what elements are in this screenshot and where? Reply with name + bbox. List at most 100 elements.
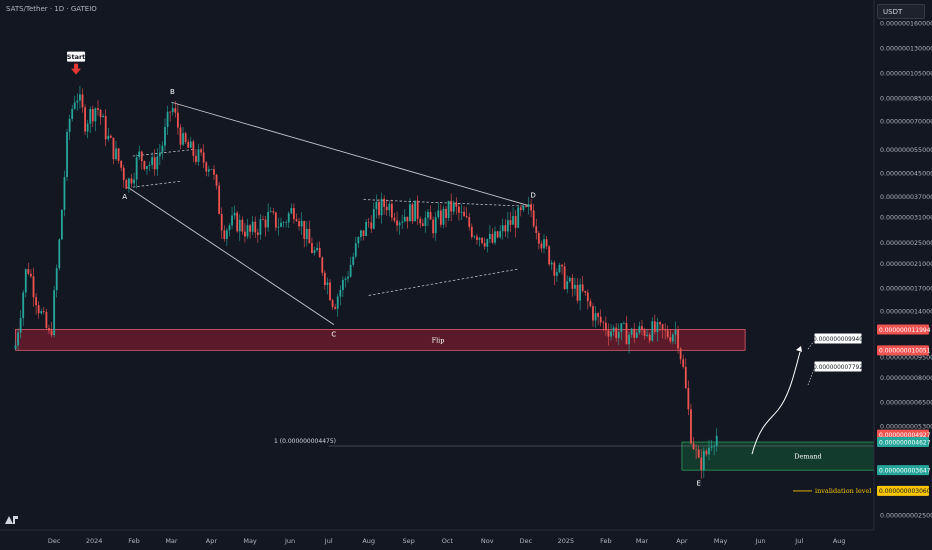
candle-body xyxy=(494,231,496,243)
candle-body xyxy=(396,220,398,226)
candle-body xyxy=(174,108,177,113)
candle-body xyxy=(488,233,491,240)
candle-body xyxy=(251,221,254,232)
candle-body xyxy=(156,156,159,170)
y-tick-label: 0.000000005300 xyxy=(880,424,932,431)
candle-body xyxy=(519,207,522,210)
candle-body xyxy=(35,297,37,306)
candle-body xyxy=(581,284,584,291)
candle-body xyxy=(543,239,545,249)
candle-body xyxy=(331,300,334,307)
x-tick-label: Feb xyxy=(600,537,612,545)
candle-body xyxy=(349,264,352,277)
candle-body xyxy=(158,152,161,157)
candle-body xyxy=(192,141,195,156)
candle-body xyxy=(146,166,148,170)
candle-body xyxy=(535,226,538,233)
zone-label-demand: Demand xyxy=(794,453,821,461)
y-tick-label: 0.000000006500 xyxy=(880,399,932,406)
candle-body xyxy=(326,282,329,286)
candle-body xyxy=(274,212,277,228)
candle-body xyxy=(690,409,692,444)
candle-body xyxy=(115,148,117,160)
candle-body xyxy=(661,324,664,330)
candle-body xyxy=(687,388,690,410)
pivot-label-e: E xyxy=(696,480,700,488)
candle-body xyxy=(236,212,239,232)
candle-body xyxy=(50,330,53,336)
candle-body xyxy=(277,226,280,228)
candle-body xyxy=(406,216,409,222)
candle-body xyxy=(617,332,620,338)
candle-body xyxy=(182,133,184,145)
pivot-label-c: C xyxy=(331,331,336,339)
candle-body xyxy=(99,109,102,118)
candle-body xyxy=(468,217,471,227)
y-tick-label: 0.000000002500 xyxy=(880,512,932,519)
y-tick-label: 0.000000130000 xyxy=(880,45,932,52)
candle-body xyxy=(597,313,600,317)
candle-body xyxy=(30,273,32,277)
candle-body xyxy=(504,225,507,232)
candle-body xyxy=(615,327,618,338)
candle-body xyxy=(651,321,654,341)
candle-body xyxy=(341,279,344,290)
candle-body xyxy=(525,205,527,207)
candle-body xyxy=(176,112,179,128)
candle-body xyxy=(318,247,321,258)
candle-body xyxy=(231,215,233,226)
candle-body xyxy=(303,220,306,240)
candle-body xyxy=(372,209,375,229)
x-tick-label: Feb xyxy=(128,537,140,545)
candle-body xyxy=(205,162,208,172)
candle-body xyxy=(705,450,708,455)
candle-body xyxy=(262,219,264,220)
candle-body xyxy=(135,157,138,180)
candle-body xyxy=(437,210,440,218)
candle-body xyxy=(81,94,84,108)
candle-body xyxy=(128,178,130,189)
invalidation-label: invalidation level xyxy=(815,487,871,495)
currency-button[interactable]: USDT xyxy=(877,4,925,19)
symbol-title[interactable]: SATS/Tether · 1D · GATEIO xyxy=(6,5,97,13)
candle-body xyxy=(641,326,643,331)
candle-body xyxy=(305,228,308,240)
candle-body xyxy=(308,228,311,244)
candle-body xyxy=(244,231,246,237)
tradingview-logo-icon[interactable] xyxy=(2,510,20,528)
candle-body xyxy=(89,108,92,124)
candle-body xyxy=(68,118,71,132)
candle-body xyxy=(313,250,316,253)
dashed-channel-line xyxy=(363,199,530,207)
candle-body xyxy=(599,316,602,323)
candle-body xyxy=(700,457,703,471)
candle-body xyxy=(189,141,192,148)
zone-label-flip: Flip xyxy=(432,336,445,344)
candle-body xyxy=(323,272,326,286)
candle-body xyxy=(648,334,651,341)
candle-body xyxy=(120,160,123,168)
candle-body xyxy=(241,219,244,232)
x-tick-label: Apr xyxy=(676,537,688,545)
candle-body xyxy=(522,205,525,210)
candle-body xyxy=(403,216,406,222)
candle-body xyxy=(445,208,447,219)
candle-body xyxy=(171,108,174,112)
candle-body xyxy=(220,214,223,231)
candle-body xyxy=(447,200,450,219)
candle-body xyxy=(496,231,499,238)
candle-body xyxy=(576,284,579,301)
candle-body xyxy=(195,155,197,162)
candle-body xyxy=(628,334,630,345)
candle-body xyxy=(476,236,478,240)
x-tick-label: Jun xyxy=(754,537,765,545)
start-arrow-icon xyxy=(71,63,82,75)
x-tick-label: 2025 xyxy=(558,537,575,545)
candle-body xyxy=(674,329,677,335)
candle-body xyxy=(695,448,698,450)
y-tick-label: 0.000000021000 xyxy=(880,261,932,268)
candle-body xyxy=(633,328,636,338)
candle-body xyxy=(506,220,509,232)
candle-body xyxy=(187,142,190,148)
